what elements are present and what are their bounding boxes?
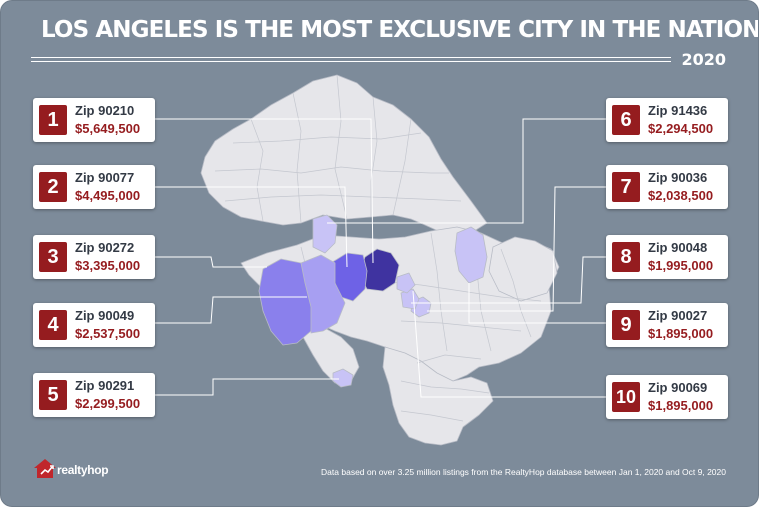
rank-badge: 2 <box>39 172 67 202</box>
leader-line-8 <box>411 256 607 304</box>
rank-badge: 7 <box>612 172 640 202</box>
zip-code: Zip 91436 <box>648 103 708 118</box>
rank-badge: 9 <box>612 310 640 340</box>
zip-90049-region <box>300 254 346 334</box>
leader-line-9 <box>468 283 607 324</box>
median-price: $2,294,500 <box>648 121 714 136</box>
rank-label-10: 10 Zip 90069 $1,895,000 <box>606 375 728 419</box>
median-price: $1,995,000 <box>648 258 714 273</box>
median-price: $2,299,500 <box>75 396 141 411</box>
median-price: $3,395,000 <box>75 258 141 273</box>
rank-badge: 4 <box>39 310 67 340</box>
leader-line-6 <box>327 118 607 224</box>
zip-code: Zip 90049 <box>75 308 135 323</box>
median-price: $2,537,500 <box>75 326 141 341</box>
house-logo-icon <box>34 459 56 478</box>
zip-code: Zip 90077 <box>75 170 135 185</box>
rank-label-2: 2 Zip 90077 $4,495,000 <box>33 165 155 209</box>
source-footnote: Data based on over 3.25 million listings… <box>321 467 726 477</box>
zip-90291-region <box>332 368 354 388</box>
brand-name: realtyhop <box>57 463 109 477</box>
zip-code: Zip 90069 <box>648 380 708 395</box>
leader-line-5 <box>153 378 339 396</box>
rank-label-5: 5 Zip 90291 $2,299,500 <box>33 373 155 417</box>
rank-badge: 8 <box>612 242 640 272</box>
map-region-south <box>382 346 494 446</box>
title-rule <box>31 61 671 62</box>
rank-label-7: 7 Zip 90036 $2,038,500 <box>606 165 728 209</box>
zip-90069-region <box>396 272 416 294</box>
median-price: $4,495,000 <box>75 188 141 203</box>
rank-label-9: 9 Zip 90027 $1,895,000 <box>606 303 728 347</box>
zip-code: Zip 90272 <box>75 240 135 255</box>
zip-90272-region <box>258 258 314 346</box>
median-price: $2,038,500 <box>648 188 714 203</box>
infographic-title: LOS ANGELES IS THE MOST EXCLUSIVE CITY I… <box>41 17 759 43</box>
map-region-east <box>488 236 558 302</box>
leader-line-10 <box>412 290 607 398</box>
zip-code: Zip 90048 <box>648 240 708 255</box>
median-price: $1,895,000 <box>648 326 714 341</box>
leader-line-1 <box>153 118 374 264</box>
rank-badge: 1 <box>39 105 67 135</box>
map-region-valley <box>200 74 488 236</box>
zip-code: Zip 90036 <box>648 170 708 185</box>
zip-91436-region <box>312 214 338 254</box>
title-rule <box>31 57 671 58</box>
zip-90048-region <box>400 288 420 310</box>
zip-90027-region <box>454 226 488 284</box>
rank-badge: 3 <box>39 242 67 272</box>
zip-code: Zip 90027 <box>648 308 708 323</box>
rank-badge: 5 <box>39 380 67 410</box>
rank-label-3: 3 Zip 90272 $3,395,000 <box>33 235 155 279</box>
leader-line-2 <box>153 186 348 268</box>
rank-label-6: 6 Zip 91436 $2,294,500 <box>606 98 728 142</box>
rank-label-4: 4 Zip 90049 $2,537,500 <box>33 303 155 347</box>
rank-label-1: 1 Zip 90210 $5,649,500 <box>33 98 155 142</box>
rank-badge: 10 <box>612 382 640 412</box>
leader-line-4 <box>153 296 307 324</box>
year-label: 2020 <box>681 50 726 69</box>
zip-code: Zip 90291 <box>75 378 135 393</box>
zip-code: Zip 90210 <box>75 103 135 118</box>
leader-line-3 <box>153 256 267 268</box>
rank-badge: 6 <box>612 105 640 135</box>
leader-line-7 <box>427 186 607 312</box>
rank-label-8: 8 Zip 90048 $1,995,000 <box>606 235 728 279</box>
median-price: $1,895,000 <box>648 398 714 413</box>
median-price: $5,649,500 <box>75 121 141 136</box>
